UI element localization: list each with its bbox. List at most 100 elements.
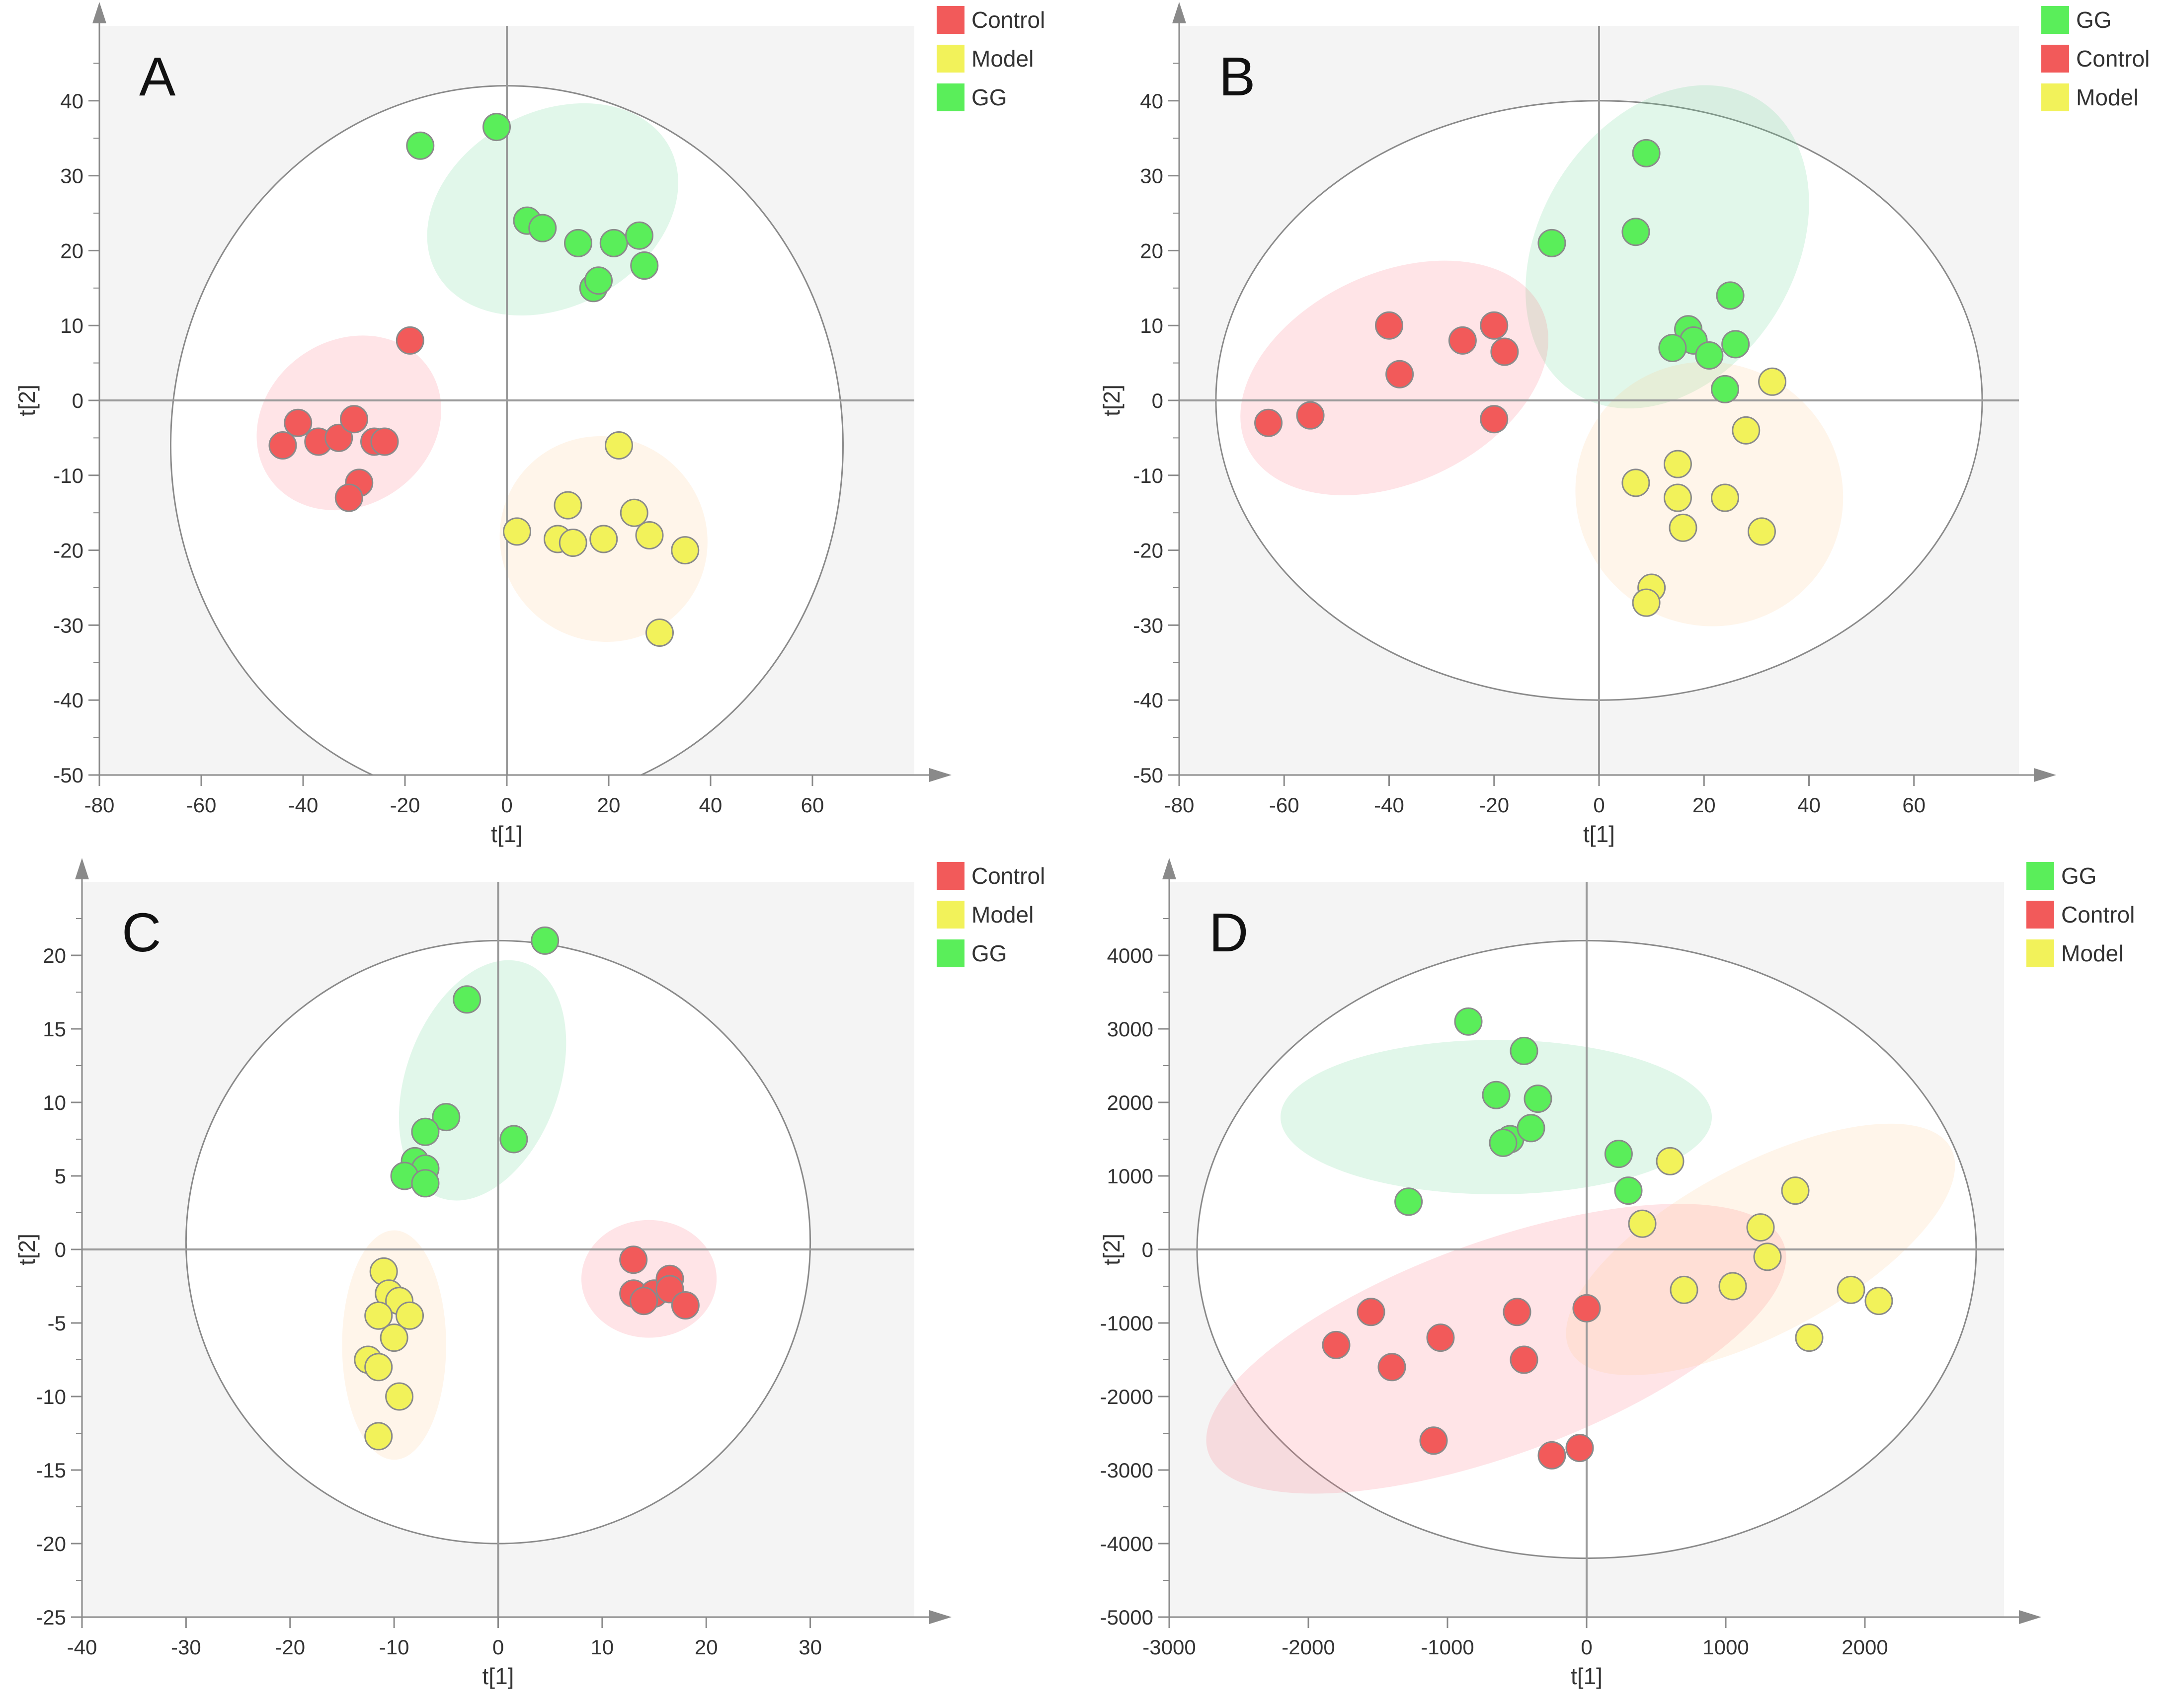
legend-swatch-model [2026,939,2054,967]
data-point-model [620,498,648,527]
data-point-gg [1614,1176,1643,1205]
y-tick-label: -10 [1133,464,1163,487]
data-point-model [1663,450,1692,478]
data-point-gg [1517,1114,1545,1143]
y-axis-label: t[2] [14,1234,40,1265]
data-point-control [284,408,313,437]
y-axis-label: t[2] [1099,1234,1124,1265]
y-tick-label: 1000 [1107,1165,1153,1188]
legend-swatch-model [2041,83,2069,111]
data-point-model [671,536,700,565]
group-ellipse-gg [1526,85,1809,409]
data-point-gg [499,1125,528,1154]
data-point-model [1669,513,1697,542]
x-tick-label: -40 [1374,793,1404,817]
data-point-model [1746,1213,1775,1242]
legend-swatch-gg [2041,6,2069,34]
y-tick-label: 10 [43,1091,66,1114]
legend-label-model: Model [971,902,1034,928]
y-tick-label: 4000 [1107,944,1153,967]
y-tick-label: -10 [53,464,83,487]
data-point-control [1322,1330,1351,1359]
data-point-gg [1524,1085,1552,1113]
data-point-control [340,405,368,434]
data-point-control [1565,1434,1594,1463]
x-tick-label: 40 [1797,793,1821,817]
y-tick-label: -25 [36,1606,66,1629]
y-tick-label: 5 [55,1165,66,1188]
data-point-control [1357,1298,1385,1326]
data-point-control [334,483,363,512]
legend-swatch-control [937,862,964,890]
data-point-control [1537,1441,1566,1470]
y-tick-label: 0 [72,389,83,412]
data-point-control [1490,337,1519,366]
data-point-gg [1711,375,1739,403]
x-tick-label: -10 [379,1635,409,1659]
x-tick-label: -60 [1269,793,1299,817]
x-tick-label: -80 [1164,793,1195,817]
x-axis-label: t[1] [491,821,523,847]
x-tick-label: 0 [1593,793,1605,817]
data-point-model [1656,1147,1685,1175]
x-axis-label: t[1] [1571,1663,1603,1689]
y-axis-label: t[2] [14,385,40,416]
data-point-gg [531,926,560,955]
y-tick-label: 30 [60,164,83,188]
data-point-control [268,431,297,460]
y-tick-label: 20 [1140,239,1163,262]
data-point-model [559,529,587,557]
group-ellipse-control [1206,1204,1786,1494]
x-axis-label: t[1] [1583,821,1615,847]
x-tick-label: -2000 [1282,1635,1335,1659]
y-tick-label: -15 [36,1459,66,1482]
data-point-gg [1658,333,1687,362]
data-point-model [1632,588,1661,617]
y-tick-label: -50 [53,764,83,787]
y-axis-label: t[2] [1099,385,1124,416]
data-point-control [1480,405,1509,434]
data-point-model [1711,483,1739,512]
data-point-control [1448,326,1477,355]
data-point-gg [453,985,482,1014]
data-point-model [554,491,582,520]
data-point-model [396,1301,424,1330]
data-point-gg [584,266,613,295]
data-point-model [1663,483,1692,512]
data-point-gg [1482,1081,1511,1109]
x-tick-label: 60 [1902,793,1926,817]
data-point-model [503,517,531,546]
legend-label-model: Model [2061,940,2123,966]
data-point-gg [1454,1007,1483,1036]
y-tick-label: 10 [60,314,83,337]
y-tick-label: -30 [1133,614,1163,637]
legend-label-model: Model [2076,84,2138,110]
y-tick-label: -3000 [1100,1459,1153,1482]
plot-area [82,882,914,1617]
panel-letter: A [139,46,176,107]
legend-swatch-model [937,45,964,73]
legend-swatch-control [2041,45,2069,73]
group-ellipse-gg [1281,1040,1712,1194]
data-point-model [1747,517,1776,546]
chart-svg: -80 -60 -40 -20 0 20 40 60 -50 -40 -30 -20 -10 0 10 20 3… [14,2,1045,847]
data-point-gg [406,131,435,160]
panel-letter: D [1209,902,1248,963]
y-tick-label: 20 [43,944,66,967]
data-point-gg [564,229,592,257]
data-point-control [396,326,424,355]
y-tick-label: 0 [1142,1238,1153,1261]
y-tick-label: 40 [60,89,83,113]
data-point-control [1503,1298,1531,1326]
data-point-gg [1604,1140,1633,1168]
data-point-control [1377,1353,1406,1382]
data-point-gg [411,1169,440,1198]
y-axis-arrow [1172,2,1186,23]
y-tick-label: 0 [55,1238,66,1261]
chart-svg: -80 -60 -40 -20 0 20 40 60 -50 -40 -30 -20 -10 0 10 20 3… [1099,2,2150,847]
data-point-gg [1537,229,1566,257]
legend-label-gg: GG [2061,863,2097,889]
data-point-model [1795,1323,1824,1352]
x-tick-label: 30 [799,1635,822,1659]
x-axis-arrow [929,768,952,782]
